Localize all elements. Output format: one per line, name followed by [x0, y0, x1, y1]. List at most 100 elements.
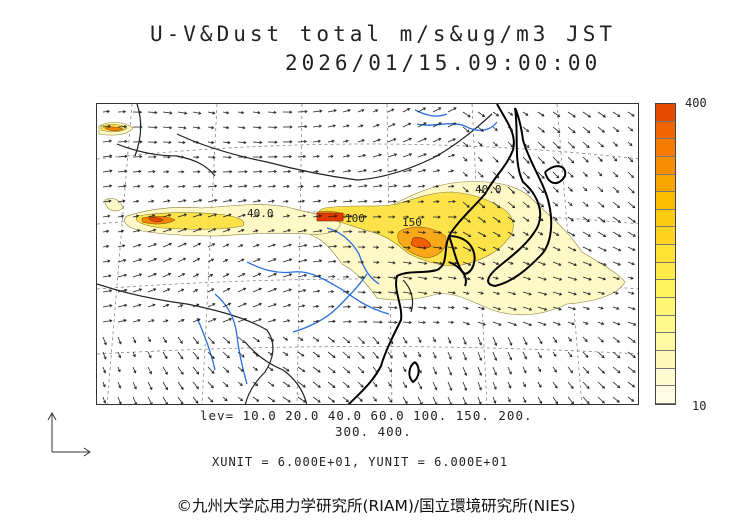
wind-vector-head — [285, 352, 289, 356]
wind-vector — [162, 396, 168, 404]
wind-vector — [327, 291, 334, 293]
wind-vector — [462, 291, 469, 295]
wind-vector-head — [330, 154, 334, 158]
wind-vector — [552, 216, 558, 221]
wind-vector-head — [407, 108, 411, 111]
wind-vector — [597, 201, 605, 208]
wind-vector-head — [511, 160, 515, 164]
wind-vector — [567, 141, 575, 149]
wind-vector — [612, 381, 620, 388]
wind-vector — [507, 306, 517, 311]
wind-vector — [582, 141, 590, 148]
wind-vector-head — [571, 322, 575, 326]
colorbar-step — [656, 209, 675, 228]
colorbar-step — [656, 227, 675, 246]
wind-vector-head — [526, 175, 530, 179]
wind-vector-head — [616, 276, 620, 280]
wind-vector — [582, 321, 589, 325]
wind-vector — [477, 306, 485, 310]
wind-vector-head — [154, 140, 158, 144]
wind-vector — [327, 170, 335, 173]
wind-vector — [117, 259, 126, 263]
wind-vector-head — [256, 214, 260, 218]
colorbar-step — [656, 156, 675, 175]
wind-vector — [492, 171, 499, 179]
wind-vector — [627, 306, 636, 310]
wind-vector — [537, 171, 545, 179]
wind-vector-head — [229, 184, 233, 188]
wind-vector-head — [404, 340, 408, 344]
wind-vector-head — [317, 399, 321, 403]
wind-vector — [447, 154, 455, 158]
wind-vector-head — [465, 306, 469, 310]
wind-vector-head — [524, 356, 527, 360]
wind-vector — [432, 261, 442, 265]
wind-vector-head — [346, 275, 350, 279]
wind-vector — [522, 126, 529, 132]
wind-vector-head — [541, 160, 545, 164]
wind-vector-head — [179, 340, 183, 344]
wind-vector — [357, 125, 363, 128]
dust-forecast-map[interactable]: 40.0 100 150 40.0 — [96, 103, 639, 405]
wind-vector-head — [406, 215, 410, 219]
wind-vector-head — [496, 175, 500, 179]
wind-vector-head — [603, 234, 607, 238]
wind-vector — [132, 200, 139, 203]
wind-vector — [237, 396, 243, 402]
wind-vector — [597, 396, 605, 404]
wind-vector-head — [403, 354, 407, 358]
wind-vector — [357, 336, 365, 344]
wind-vector-head — [258, 287, 262, 291]
wind-vector-head — [392, 215, 396, 219]
wind-vector-head — [316, 154, 320, 159]
wind-vector — [552, 366, 557, 373]
wind-vector-head — [422, 230, 426, 235]
wind-vector-head — [433, 355, 437, 359]
wind-vector — [567, 291, 577, 295]
wind-vector — [417, 169, 426, 173]
wind-vector-head — [346, 384, 350, 388]
wind-vector-head — [152, 214, 156, 218]
wind-vector-head — [526, 262, 530, 266]
wind-vector — [597, 381, 605, 389]
wind-vector-head — [423, 246, 427, 250]
wind-vector-head — [242, 213, 246, 217]
wind-vector-head — [286, 214, 291, 218]
wind-vector — [372, 336, 380, 344]
wind-vector — [117, 230, 124, 233]
wind-vector-head — [181, 288, 185, 292]
wind-vector-head — [394, 168, 398, 172]
wind-vector — [507, 336, 512, 346]
wind-vector-head — [629, 143, 633, 147]
wind-vector — [312, 245, 322, 248]
wind-vector — [297, 259, 307, 263]
wind-vector-head — [525, 246, 529, 250]
wind-vector-head — [555, 401, 559, 404]
wind-vector — [522, 231, 529, 236]
wind-vector-head — [180, 401, 184, 404]
wind-vector-head — [572, 130, 576, 134]
wind-vector — [462, 276, 471, 280]
wind-vector — [627, 171, 634, 178]
wind-vector-head — [109, 169, 113, 173]
wind-vector-head — [123, 184, 127, 188]
wind-vector-head — [123, 125, 128, 129]
wind-vector-head — [196, 356, 200, 360]
wind-vector-head — [467, 219, 471, 223]
wind-vector — [432, 138, 441, 143]
wind-vector-head — [559, 277, 563, 281]
wind-vector — [492, 336, 497, 346]
wind-vector-head — [122, 244, 126, 248]
wind-vector — [117, 274, 127, 278]
wind-vector-head — [523, 399, 527, 404]
wind-vector-head — [541, 145, 545, 149]
wind-vector-head — [523, 370, 527, 374]
wind-vector — [207, 228, 216, 233]
wind-vector — [252, 273, 261, 278]
wind-vector-head — [378, 215, 382, 219]
wind-vector-head — [602, 277, 607, 281]
wind-vector-head — [574, 277, 578, 281]
wind-vector-head — [363, 305, 367, 309]
wind-vector — [252, 214, 260, 218]
wind-vector-head — [453, 107, 457, 111]
